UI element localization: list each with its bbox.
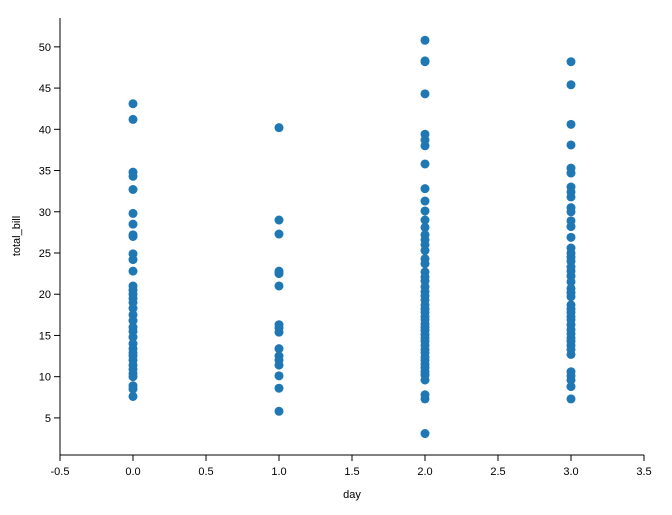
data-point [128, 232, 138, 241]
data-point [420, 222, 430, 232]
data-point [128, 185, 138, 195]
data-point [274, 269, 284, 279]
data-point [566, 277, 576, 287]
data-point [566, 382, 576, 392]
data-point [420, 35, 430, 45]
y-tick-label: 50 [39, 42, 51, 54]
x-axis-label: day [343, 489, 361, 501]
data-point [128, 255, 138, 265]
data-point [420, 141, 430, 151]
data-point [128, 208, 138, 218]
data-point [274, 229, 284, 239]
data-point [128, 384, 138, 394]
data-point [274, 383, 284, 393]
data-point [420, 159, 430, 169]
y-tick-label: 45 [39, 83, 51, 95]
x-tick-label: 0.5 [198, 466, 213, 478]
data-point [566, 168, 576, 178]
data-point [420, 215, 430, 225]
y-axis-label: total_bill [11, 216, 23, 256]
data-point [128, 391, 138, 401]
x-tick-label: 2.0 [417, 466, 432, 478]
y-tick-label: 35 [39, 166, 51, 178]
data-point [128, 219, 138, 229]
data-point [128, 99, 138, 109]
x-tick-label: 1.5 [344, 466, 359, 478]
y-tick-label: 5 [45, 413, 51, 425]
data-point [128, 266, 138, 276]
data-point [566, 192, 576, 202]
data-point [274, 123, 284, 133]
y-tick-label: 30 [39, 207, 51, 219]
data-point [420, 259, 430, 269]
data-point [420, 429, 430, 439]
data-point [420, 394, 430, 404]
x-tick-label: 3.5 [636, 466, 651, 478]
data-point [420, 246, 430, 256]
data-point [274, 371, 284, 381]
x-tick-label: 3.0 [563, 466, 578, 478]
y-tick-label: 40 [39, 124, 51, 136]
data-point [566, 57, 576, 67]
data-point [566, 375, 576, 385]
data-point [566, 232, 576, 242]
data-point [128, 171, 138, 181]
data-point [566, 119, 576, 129]
y-tick-label: 10 [39, 372, 51, 384]
data-point [274, 344, 284, 354]
data-point [128, 114, 138, 124]
data-point [566, 349, 576, 359]
data-point [274, 406, 284, 416]
y-axis-ticks: 5 10 15 20 25 30 35 40 45 50 [39, 42, 60, 425]
data-point [420, 89, 430, 99]
data-point [128, 303, 138, 313]
data-point [274, 360, 284, 370]
data-point [566, 222, 576, 232]
data-point [420, 184, 430, 194]
x-tick-label: 0.0 [125, 466, 140, 478]
data-point [420, 57, 430, 67]
y-tick-label: 20 [39, 289, 51, 301]
data-point [566, 394, 576, 404]
data-point [128, 316, 138, 326]
x-tick-label: 1.0 [271, 466, 286, 478]
data-point [420, 206, 430, 216]
data-point [274, 281, 284, 291]
data-point [274, 215, 284, 225]
data-point [566, 80, 576, 90]
data-point [420, 375, 430, 385]
y-tick-label: 15 [39, 330, 51, 342]
x-tick-label: 2.5 [490, 466, 505, 478]
points-layer [128, 35, 576, 439]
x-axis-ticks: -0.5 0.0 0.5 1.0 1.5 2.0 2.5 3.0 3.5 [51, 455, 652, 478]
y-tick-label: 25 [39, 248, 51, 260]
data-point [566, 207, 576, 217]
data-point [274, 327, 284, 337]
data-point [566, 292, 576, 302]
data-point [128, 332, 138, 342]
data-point [420, 196, 430, 206]
data-point [128, 372, 138, 382]
x-tick-label: -0.5 [51, 466, 70, 478]
data-point [566, 140, 576, 150]
